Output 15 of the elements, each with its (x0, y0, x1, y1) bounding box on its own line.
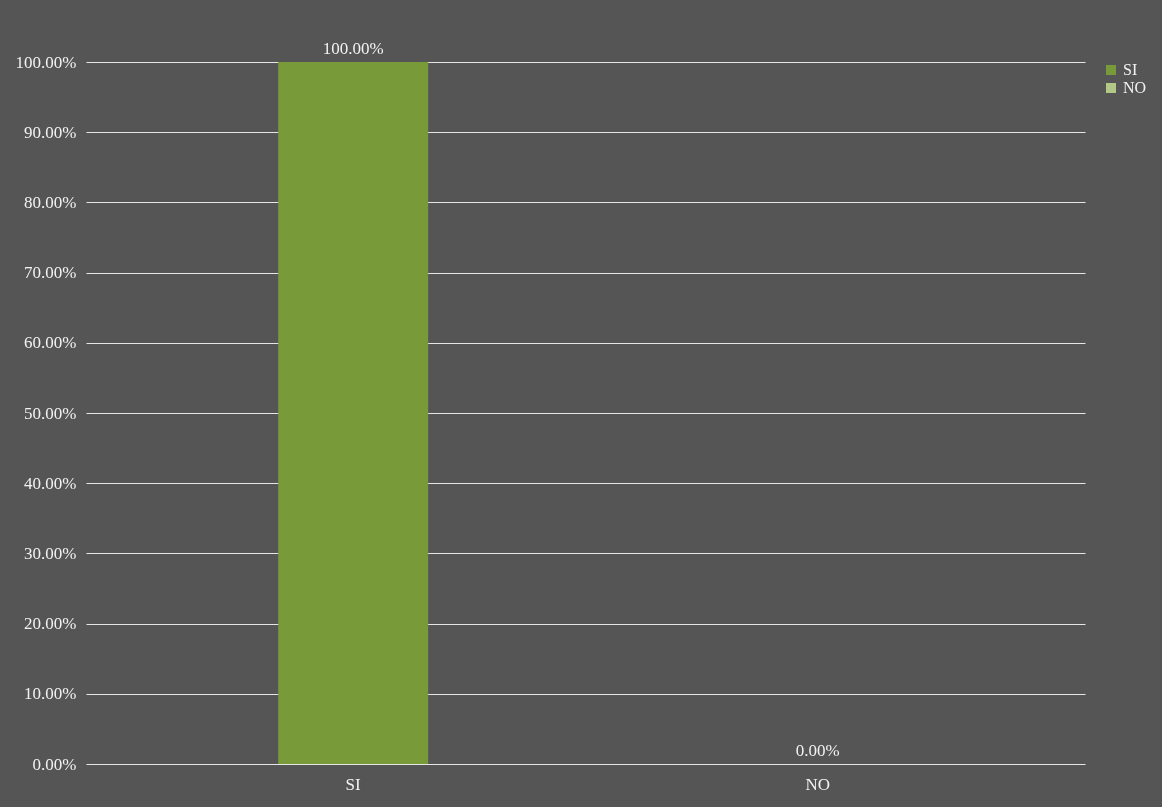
y-tick-label: 70.00% (24, 263, 77, 283)
y-tick-label: 40.00% (24, 473, 77, 493)
data-label: 100.00% (322, 39, 384, 58)
y-tick-label: 30.00% (24, 543, 77, 563)
y-tick-label: 100.00% (15, 52, 77, 72)
y-tick-label: 60.00% (24, 333, 77, 353)
legend-label: SI (1123, 61, 1138, 78)
y-tick-label: 10.00% (24, 684, 77, 704)
y-tick-label: 90.00% (24, 122, 77, 142)
y-tick-label: 50.00% (24, 403, 77, 423)
legend-label: NO (1123, 79, 1147, 96)
y-tick-label: 80.00% (24, 192, 77, 212)
y-tick-label: 20.00% (24, 614, 77, 634)
data-label: 0.00% (795, 741, 840, 760)
y-tick-label: 0.00% (32, 754, 77, 774)
